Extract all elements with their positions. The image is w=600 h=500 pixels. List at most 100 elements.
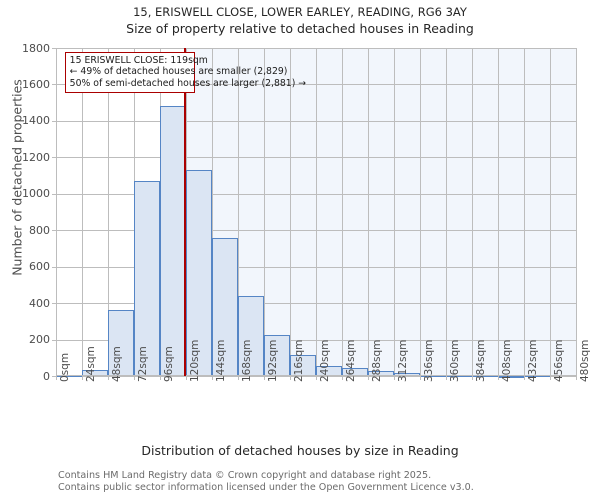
gridline-vertical [472,48,473,376]
x-axis-tick-label: 120sqm [189,339,201,382]
x-axis-tick-label: 216sqm [293,339,305,382]
chart-title-block: 15, ERISWELL CLOSE, LOWER EARLEY, READIN… [0,4,600,38]
x-axis-tick-mark [394,376,395,380]
x-axis-tick-label: 288sqm [371,339,383,382]
gridline-horizontal [56,339,576,341]
x-axis-tick-mark [498,376,499,380]
histogram-bar [186,170,212,376]
histogram-bar [212,238,238,376]
x-axis-tick-label: 96sqm [163,346,175,382]
x-axis-tick-label: 480sqm [579,339,591,382]
x-axis-tick-label: 264sqm [345,339,357,382]
x-axis-tick-label: 360sqm [449,339,461,382]
x-axis-tick-mark [524,376,525,380]
histogram-bar [134,181,160,376]
x-axis-tick-label: 48sqm [111,346,123,382]
attribution-footer: Contains HM Land Registry data © Crown c… [58,470,598,493]
x-axis-tick-mark [446,376,447,380]
x-axis-title: Distribution of detached houses by size … [141,443,459,458]
x-axis-tick-mark [134,376,135,380]
x-axis-tick-label: 312sqm [397,339,409,382]
x-axis-tick-label: 144sqm [215,339,227,382]
footer-line-2: Contains public sector information licen… [58,481,474,493]
histogram-bar [264,335,290,376]
y-axis-tick-mark [52,339,56,341]
gridline-vertical [238,48,239,376]
x-axis-tick-label: 72sqm [137,346,149,382]
gridline-horizontal [56,303,576,305]
histogram-bar [108,310,134,376]
x-axis-tick-label: 0sqm [59,352,71,382]
gridline-vertical [576,48,577,376]
y-axis-tick-mark [52,84,56,86]
x-axis-tick-label: 24sqm [85,346,97,382]
gridline-vertical [316,48,317,376]
gridline-vertical [82,48,83,376]
y-axis-tick-mark [52,157,56,159]
y-axis-line [56,48,57,376]
gridline-vertical [108,48,109,376]
y-axis-tick-mark [52,193,56,195]
y-axis-tick-label: 1600 [22,77,50,91]
x-axis-tick-mark [160,376,161,380]
x-axis-tick-mark [82,376,83,380]
x-axis-tick-mark [56,376,57,380]
y-axis-tick-mark [52,376,56,377]
histogram-bar [238,295,264,376]
x-axis-tick-mark [108,376,109,380]
x-axis-line [56,375,576,376]
gridline-vertical [550,48,551,376]
gridline-horizontal [56,84,576,86]
y-axis-tick-mark [52,230,56,232]
y-axis-tick-label: 1400 [22,114,50,128]
gridline-vertical [264,48,265,376]
gridline-vertical [368,48,369,376]
x-axis-tick-mark [212,376,213,380]
x-axis-tick-mark [342,376,343,380]
x-axis-tick-mark [576,376,577,380]
annotation-line-1: 15 ERISWELL CLOSE: 119sqm [69,55,208,66]
histogram-bar [160,106,186,376]
y-axis-tick-mark [52,266,56,268]
gridline-vertical [290,48,291,376]
y-axis-tick-label: 800 [29,223,50,237]
x-axis-tick-mark [368,376,369,380]
x-axis-tick-mark [550,376,551,380]
x-axis-tick-label: 456sqm [553,339,565,382]
x-axis-tick-mark [186,376,187,380]
gridline-horizontal [56,157,576,159]
gridline-horizontal [56,120,576,122]
annotation-line-2: ← 49% of detached houses are smaller (2,… [69,66,288,78]
x-axis-tick-label: 192sqm [267,339,279,382]
y-axis-tick-label: 0 [43,369,50,383]
y-axis-tick-mark [52,48,56,49]
x-axis-tick-mark [238,376,239,380]
y-axis-tick-label: 400 [29,296,50,310]
chart-plot-area [56,48,577,378]
gridline-horizontal [56,230,576,232]
page-title: 15, ERISWELL CLOSE, LOWER EARLEY, READIN… [133,5,467,19]
footer-line-1: Contains HM Land Registry data © Crown c… [58,470,432,481]
gridline-vertical [446,48,447,376]
x-axis-tick-label: 384sqm [475,339,487,382]
chart-subtitle: Size of property relative to detached ho… [126,21,474,36]
gridline-horizontal [56,48,576,49]
y-axis-title: Number of detached properties [9,79,25,276]
property-size-marker-line [184,48,186,376]
x-axis-tick-label: 408sqm [501,339,513,382]
y-axis-tick-label: 1800 [22,41,50,55]
gridline-vertical [420,48,421,376]
x-axis-tick-mark [420,376,421,380]
gridline-horizontal [56,266,576,268]
y-axis-tick-label: 600 [29,260,50,274]
gridline-vertical [524,48,525,376]
x-axis-tick-label: 240sqm [319,339,331,382]
y-axis-tick-label: 1200 [22,150,50,164]
x-axis-tick-label: 168sqm [241,339,253,382]
annotation-box: 15 ERISWELL CLOSE: 119sqm ← 49% of detac… [64,52,306,93]
y-axis-tick-label: 200 [29,333,50,347]
x-axis-tick-label: 432sqm [527,339,539,382]
y-axis-tick-mark [52,120,56,122]
